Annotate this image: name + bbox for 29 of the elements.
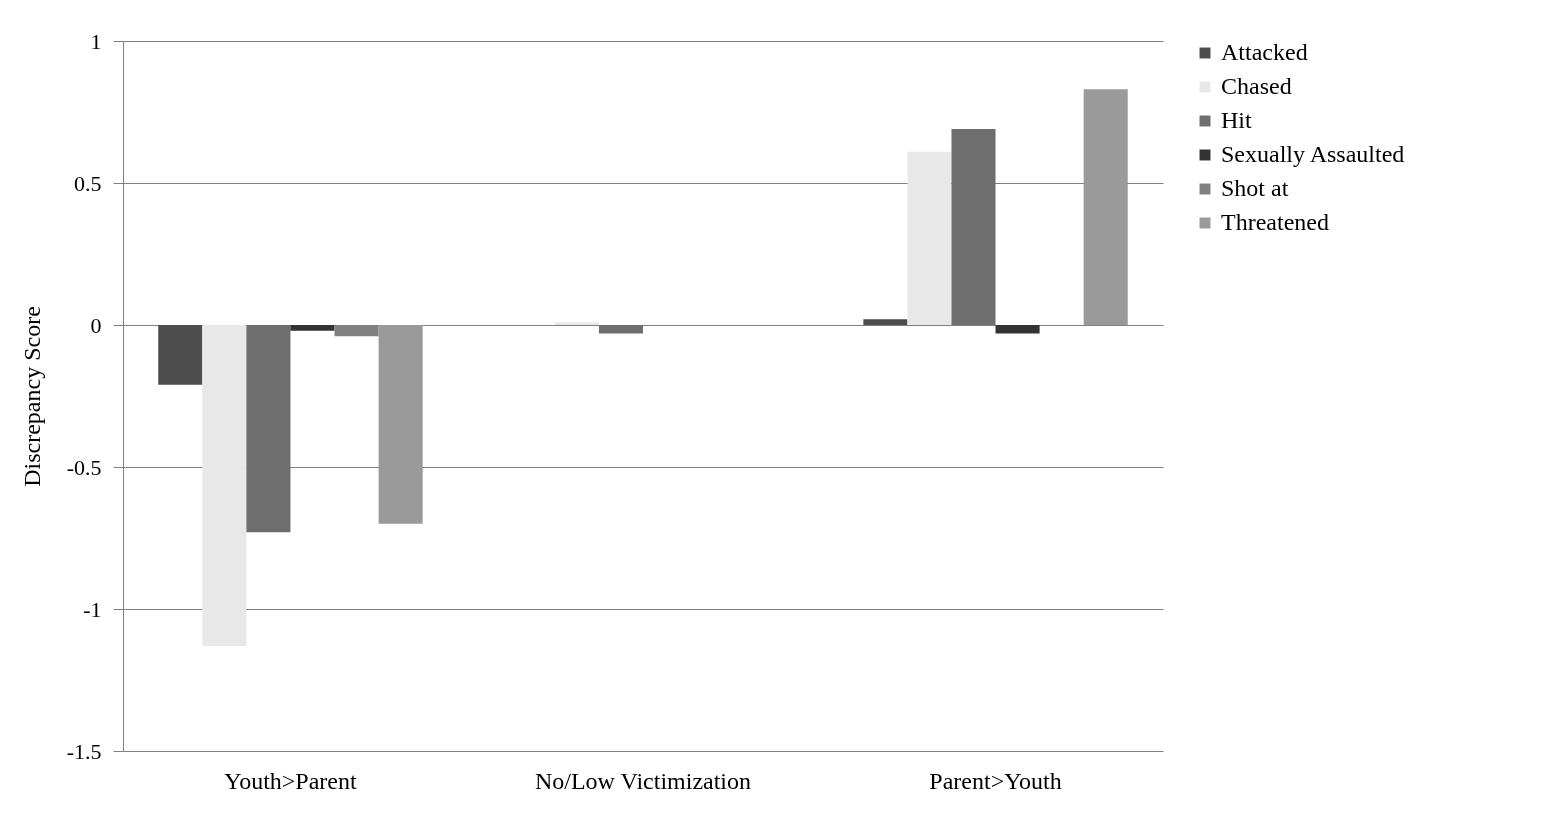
y-tick-label: 0.5 bbox=[74, 170, 102, 196]
bar bbox=[951, 129, 996, 325]
bar bbox=[554, 322, 599, 325]
y-tick-label: 0 bbox=[90, 312, 102, 338]
legend-label: Chased bbox=[1221, 73, 1292, 99]
legend-label: Sexually Assaulted bbox=[1221, 141, 1405, 167]
legend-label: Attacked bbox=[1221, 39, 1308, 65]
y-tick-label: 1 bbox=[90, 28, 102, 54]
bar bbox=[290, 325, 335, 331]
x-tick-label: Parent>Youth bbox=[929, 767, 1062, 794]
y-axis-title: Discrepancy Score bbox=[18, 306, 45, 487]
bar bbox=[158, 325, 203, 385]
bar bbox=[995, 325, 1040, 334]
bar bbox=[598, 325, 643, 334]
y-tick-label: -1.5 bbox=[66, 738, 102, 764]
bar bbox=[246, 325, 291, 533]
bar bbox=[378, 325, 423, 524]
legend-label: Threatened bbox=[1221, 209, 1329, 235]
bar bbox=[334, 325, 379, 337]
x-tick-label: No/Low Victimization bbox=[534, 767, 752, 794]
bar bbox=[1083, 89, 1128, 325]
y-tick-label: -0.5 bbox=[66, 454, 102, 480]
bar bbox=[863, 319, 908, 325]
legend-label: Hit bbox=[1221, 107, 1252, 133]
bar bbox=[202, 325, 247, 646]
legend-label: Shot at bbox=[1221, 175, 1289, 201]
bar bbox=[907, 151, 952, 325]
y-tick-label: -1 bbox=[83, 596, 102, 622]
x-tick-label: Youth>Parent bbox=[224, 767, 358, 794]
